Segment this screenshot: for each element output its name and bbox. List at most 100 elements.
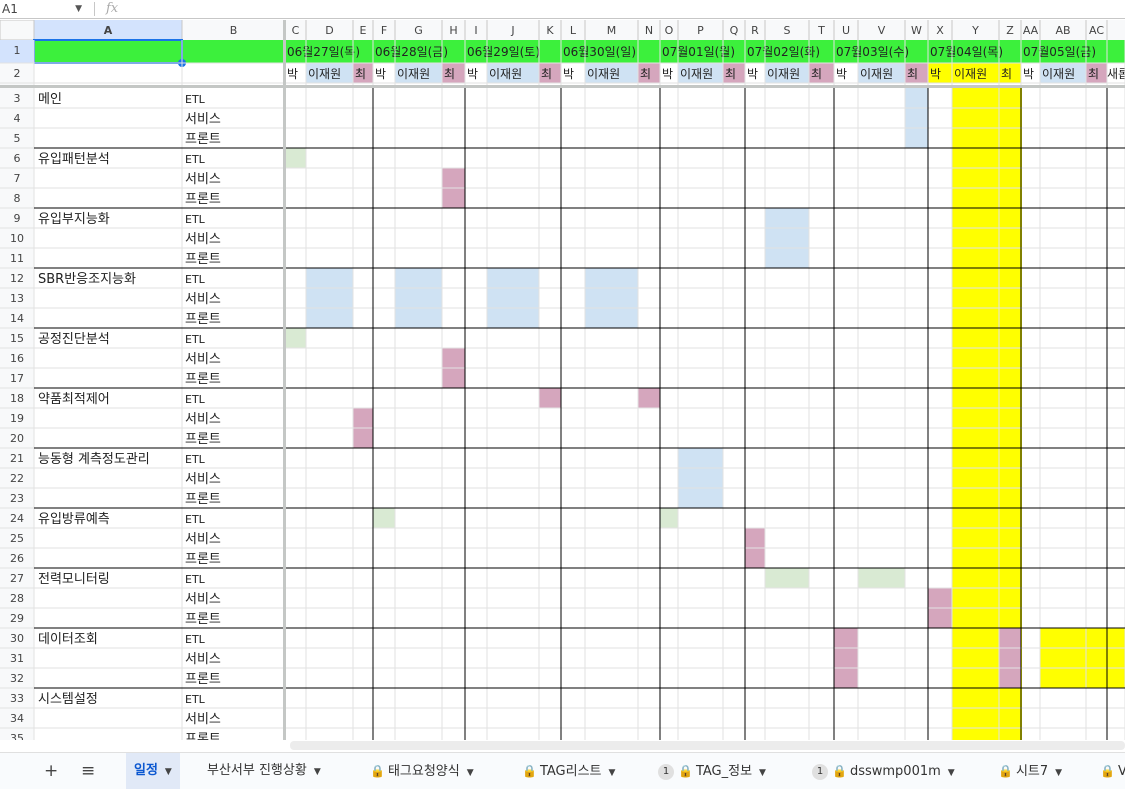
column-header-B: B bbox=[230, 24, 238, 37]
module-label: 시스템설정 bbox=[38, 692, 98, 707]
task-block[interactable] bbox=[834, 628, 858, 688]
column-header-J: J bbox=[510, 24, 514, 37]
column-freeze-divider[interactable] bbox=[283, 20, 286, 740]
row-number: 29 bbox=[10, 612, 24, 625]
column-header-U: U bbox=[842, 24, 850, 37]
task-block[interactable] bbox=[285, 148, 306, 168]
select-all-corner[interactable] bbox=[0, 20, 35, 41]
sub-row-label: 서비스 bbox=[185, 292, 221, 307]
sheet-tab-0[interactable]: 일정 ▼ bbox=[126, 753, 180, 789]
person-label: 박 bbox=[467, 67, 478, 81]
date-header-6: 07월03일(수) bbox=[836, 45, 909, 59]
chevron-down-icon[interactable]: ▼ bbox=[608, 768, 616, 778]
row-number: 15 bbox=[10, 332, 24, 345]
sub-row-label: 프론트 bbox=[185, 492, 221, 507]
person-header-cell bbox=[905, 63, 928, 83]
column-header-Y: Y bbox=[971, 24, 979, 37]
column-header-R: R bbox=[751, 24, 759, 37]
sheet-tab-1[interactable]: 부산서부 진행상황 ▼ bbox=[207, 753, 321, 789]
add-sheet-icon[interactable]: + bbox=[44, 761, 59, 781]
person-label: 이재원 bbox=[397, 67, 430, 81]
module-label: 유입부지능화 bbox=[38, 212, 110, 227]
task-block[interactable] bbox=[306, 268, 353, 328]
sub-row-label: ETL bbox=[185, 693, 206, 706]
row-header-bar bbox=[0, 40, 34, 740]
person-label: 이재원 bbox=[308, 67, 341, 81]
person-label: 박 bbox=[375, 67, 386, 81]
task-block[interactable] bbox=[487, 268, 539, 328]
person-header-cell bbox=[465, 63, 487, 83]
lock-icon: 🔒 bbox=[832, 764, 847, 778]
row-number: 17 bbox=[10, 372, 24, 385]
task-block[interactable] bbox=[285, 328, 306, 348]
lock-icon: 🔒 bbox=[998, 764, 1013, 778]
person-label: 이재원 bbox=[587, 67, 620, 81]
person-label: 최 bbox=[640, 67, 651, 81]
column-header-L: L bbox=[570, 24, 577, 37]
task-block[interactable] bbox=[905, 88, 928, 148]
sub-row-label: ETL bbox=[185, 93, 206, 106]
chevron-down-icon[interactable]: ▼ bbox=[947, 768, 955, 778]
column-header-M: M bbox=[607, 24, 617, 37]
horizontal-scrollbar[interactable] bbox=[290, 741, 1125, 750]
person-header-cell bbox=[765, 63, 809, 83]
module-label: 유입패턴분석 bbox=[38, 152, 110, 167]
sheet-tab-label: TAG리스트 bbox=[539, 764, 602, 779]
sheet-tab-7[interactable]: 🔒 V bbox=[1100, 753, 1125, 789]
row-number: 4 bbox=[14, 112, 21, 125]
task-block[interactable] bbox=[678, 448, 723, 508]
sheet-tab-5[interactable]: 1 🔒 dsswmp001m ▼ bbox=[812, 753, 955, 789]
sub-row-label: 프론트 bbox=[185, 372, 221, 387]
chevron-down-icon[interactable]: ▼ bbox=[164, 767, 172, 777]
person-label: 최 bbox=[725, 67, 736, 81]
task-block[interactable] bbox=[373, 508, 395, 528]
chevron-down-icon[interactable]: ▼ bbox=[313, 767, 321, 777]
person-header-cell bbox=[353, 63, 373, 83]
sheet-tab-label: 일정 bbox=[134, 763, 158, 778]
task-block[interactable] bbox=[765, 208, 809, 268]
spreadsheet-grid: A B C D E F G H I J K L M N O P Q R S T U V W X Y Z AA AB AC 06월27일(목… bbox=[0, 20, 1125, 740]
column-header-V: V bbox=[878, 24, 886, 37]
person-header-cell bbox=[638, 63, 660, 83]
row-number: 2 bbox=[14, 67, 21, 80]
row-number: 30 bbox=[10, 632, 24, 645]
sheet-tab-6[interactable]: 🔒 시트7 ▼ bbox=[998, 753, 1062, 789]
task-block[interactable] bbox=[395, 268, 442, 328]
task-block[interactable] bbox=[765, 568, 809, 588]
sheet-tab-2[interactable]: 🔒 태그요청양식 ▼ bbox=[370, 753, 474, 789]
sheet-tab-3[interactable]: 🔒 TAG리스트 ▼ bbox=[522, 753, 615, 789]
row-freeze-divider[interactable] bbox=[0, 85, 1125, 88]
sheet-tab-label: V bbox=[1117, 764, 1125, 779]
task-block[interactable] bbox=[660, 508, 678, 528]
chevron-down-icon[interactable]: ▼ bbox=[466, 768, 474, 778]
sub-row-label: ETL bbox=[185, 333, 206, 346]
row-number: 5 bbox=[14, 132, 21, 145]
date-header-1: 06월28일(금) bbox=[375, 45, 448, 59]
task-block[interactable] bbox=[539, 388, 561, 408]
task-block[interactable] bbox=[858, 568, 905, 588]
all-sheets-icon[interactable]: ≡ bbox=[81, 761, 96, 781]
chevron-down-icon[interactable]: ▼ bbox=[759, 768, 766, 778]
task-block[interactable] bbox=[999, 628, 1021, 688]
chevron-down-icon[interactable]: ▼ bbox=[1055, 768, 1063, 778]
person-label: 이재원 bbox=[767, 67, 800, 81]
formula-bar: A1 ▼ fx bbox=[0, 0, 1125, 19]
column-header-T: T bbox=[817, 24, 825, 37]
person-header-cell bbox=[487, 63, 539, 83]
task-block[interactable] bbox=[585, 268, 638, 328]
trailing-header-text: 새롭 bbox=[1107, 67, 1125, 81]
lock-icon: 🔒 bbox=[370, 764, 385, 778]
name-box[interactable]: A1 ▼ bbox=[2, 0, 86, 18]
cell-reference: A1 bbox=[2, 2, 18, 16]
task-block[interactable] bbox=[638, 388, 660, 408]
column-header-P: P bbox=[697, 24, 704, 37]
person-label: 최 bbox=[907, 67, 918, 81]
sub-row-label: 프론트 bbox=[185, 732, 221, 740]
row-number: 1 bbox=[14, 44, 21, 57]
sheet-tab-4[interactable]: 1 🔒 TAG_정보 ▼ bbox=[658, 753, 766, 789]
column-header-AB: AB bbox=[1055, 24, 1070, 37]
column-header-Q: Q bbox=[730, 24, 739, 37]
module-label: 메인 bbox=[38, 92, 62, 107]
sub-row-label: ETL bbox=[185, 273, 206, 286]
sub-row-label: 서비스 bbox=[185, 532, 221, 547]
